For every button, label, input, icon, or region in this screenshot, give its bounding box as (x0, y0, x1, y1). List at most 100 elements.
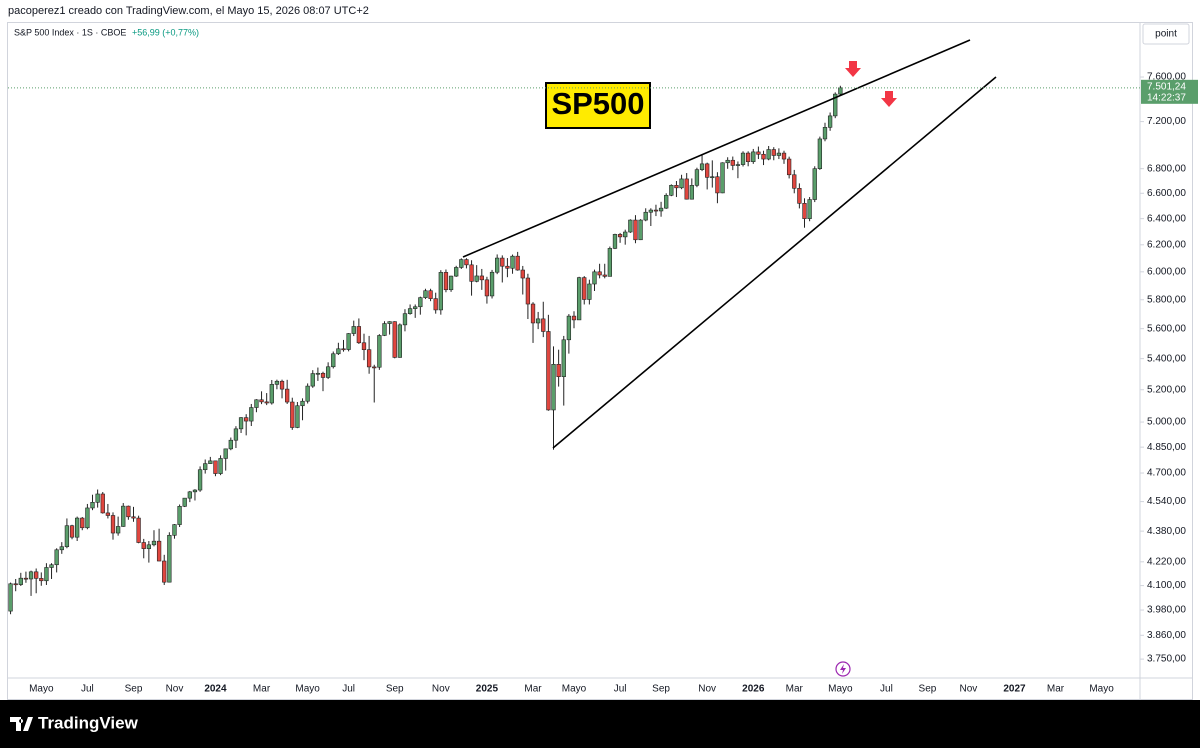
scale-button-label[interactable]: point (1155, 29, 1177, 40)
candle-body (827, 115, 833, 128)
y-tick-label: 6.000,00 (1147, 266, 1186, 277)
candle-body (602, 274, 607, 277)
candle-body (566, 315, 572, 341)
candle-body (705, 163, 710, 178)
y-tick-label: 5.200,00 (1147, 384, 1186, 395)
candle-body (633, 219, 638, 241)
arrow (845, 61, 861, 77)
x-tick-label: Nov (166, 684, 184, 695)
y-tick-label: 4.850,00 (1147, 442, 1186, 453)
candle-body (197, 469, 203, 491)
candle-body (679, 178, 684, 189)
candle-body (392, 321, 397, 358)
candle-body (18, 577, 23, 585)
brand-logo (10, 717, 33, 731)
candle-body (162, 560, 167, 583)
candle-body (182, 497, 187, 507)
candle-body (110, 515, 116, 534)
candle-body (336, 348, 341, 355)
y-tick-label: 6.800,00 (1147, 163, 1186, 174)
candle-body (90, 502, 95, 509)
candle-body (172, 524, 177, 536)
x-tick-label: Mar (1047, 684, 1065, 695)
x-tick-label: Sep (125, 684, 143, 695)
candle-body (331, 353, 336, 368)
candle-body (684, 178, 689, 200)
candle-body (587, 283, 592, 300)
candle-body (213, 460, 218, 474)
candle-body (100, 493, 105, 514)
candle-body (597, 271, 602, 276)
candle-body (382, 323, 387, 336)
candle-body (730, 159, 735, 166)
candle-body (438, 272, 443, 311)
frame (7, 22, 1193, 700)
footer (0, 700, 1200, 748)
candle-body (85, 507, 90, 529)
candle-body (720, 162, 725, 194)
candle-body (838, 87, 843, 95)
x-tick-label: Jul (81, 684, 94, 695)
candle-body (674, 185, 679, 189)
candle-body (64, 525, 70, 548)
scale-button[interactable] (1142, 23, 1190, 45)
candle-body (607, 248, 612, 277)
candle-body (413, 306, 418, 309)
brand-name: TradingView (38, 713, 139, 732)
candle-body (443, 272, 449, 291)
candles (8, 85, 843, 615)
candle-body (218, 458, 223, 474)
y-tick-label: 7.200,00 (1147, 116, 1186, 127)
candle-body (740, 152, 746, 165)
y-tick-label: 6.600,00 (1147, 188, 1186, 199)
y-tick-label: 4.380,00 (1147, 526, 1186, 537)
candle-body (387, 321, 392, 324)
candle-body (817, 138, 823, 169)
candle-body (433, 298, 438, 311)
annotation-label: SP500 (551, 86, 644, 121)
candle-body (735, 164, 741, 166)
x-tick-label: Sep (386, 684, 404, 695)
candle-body (484, 279, 490, 297)
candle-body (361, 342, 367, 350)
candle-body (833, 93, 838, 117)
candle-body (658, 207, 664, 212)
candle-body (418, 297, 423, 308)
candle-body (428, 290, 433, 299)
candle-body (781, 152, 787, 160)
candle-body (244, 417, 249, 422)
candle-body (167, 534, 172, 583)
x-tick-label: Mar (253, 684, 271, 695)
candle-body (208, 460, 213, 464)
candle-body (141, 542, 146, 549)
candle-body (530, 303, 536, 324)
candle-body (479, 275, 484, 281)
price-label: 7.501,24 (1147, 81, 1186, 92)
candle-body (259, 399, 264, 403)
x-tick-label: Nov (960, 684, 978, 695)
candle-body (407, 308, 413, 314)
candle-body (126, 505, 131, 518)
candle-body (34, 571, 39, 579)
y-tick-label: 4.100,00 (1147, 580, 1186, 591)
candle-body (822, 127, 828, 140)
candle-body (664, 194, 669, 209)
candle-body (315, 372, 321, 375)
candle-body (23, 577, 29, 580)
candle-body (551, 364, 556, 411)
header-title: pacoperez1 creado con TradingView.com, e… (8, 5, 369, 17)
x-tick-label: Mayo (562, 684, 587, 695)
candle-body (776, 152, 782, 156)
x-tick-label: 2027 (1003, 684, 1026, 695)
candle-body (366, 349, 372, 368)
x-tick-label: 2025 (476, 684, 499, 695)
y-tick-label: 6.400,00 (1147, 213, 1186, 224)
candle-body (54, 549, 59, 566)
candle-body (638, 219, 643, 241)
candle-body (612, 234, 618, 249)
candle-body (561, 339, 566, 377)
candle-body (489, 271, 495, 297)
candle-body (648, 209, 653, 213)
candle-body (797, 188, 802, 204)
